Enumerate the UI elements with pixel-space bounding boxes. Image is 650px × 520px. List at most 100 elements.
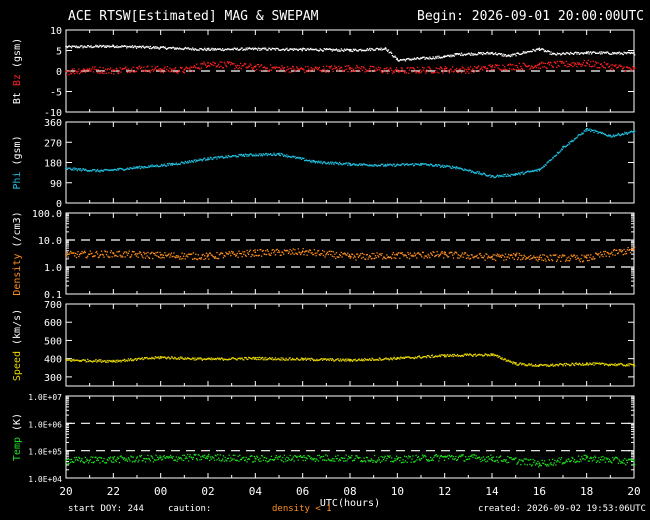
data-point	[434, 355, 437, 357]
data-point	[148, 69, 150, 72]
data-point	[296, 156, 299, 159]
data-point	[577, 135, 579, 137]
data-point	[341, 69, 343, 71]
series-value-point	[491, 255, 493, 258]
data-point	[411, 163, 413, 165]
data-point	[337, 454, 339, 457]
data-point	[334, 65, 336, 67]
data-point	[339, 50, 342, 52]
data-point	[376, 460, 378, 462]
data-point	[191, 253, 193, 255]
data-point	[483, 172, 485, 175]
data-point	[257, 49, 259, 51]
data-point	[364, 258, 366, 260]
data-point	[92, 255, 95, 257]
data-point	[333, 256, 335, 258]
data-point	[537, 460, 539, 463]
data-point	[342, 163, 344, 165]
data-point	[229, 460, 231, 462]
data-point	[293, 68, 295, 70]
data-point	[72, 167, 74, 169]
data-point	[372, 358, 374, 360]
data-point	[551, 363, 554, 365]
data-point	[168, 356, 170, 359]
series-value-point	[538, 47, 541, 50]
series-value-point	[254, 66, 257, 68]
data-point	[351, 67, 353, 69]
data-point	[252, 461, 254, 463]
data-point	[594, 51, 596, 53]
data-point	[383, 68, 385, 70]
data-point	[335, 455, 337, 457]
data-point	[279, 68, 281, 70]
data-point	[263, 253, 265, 255]
data-point	[227, 154, 229, 157]
data-point	[308, 160, 310, 162]
data-point	[409, 67, 411, 69]
series-temp	[65, 453, 636, 468]
data-point	[534, 50, 537, 52]
data-point	[186, 162, 188, 164]
data-point	[348, 162, 350, 164]
data-point	[493, 355, 495, 357]
data-point	[465, 169, 468, 171]
data-point	[196, 49, 199, 51]
data-point	[214, 48, 216, 50]
data-point	[614, 457, 616, 459]
data-point	[317, 50, 320, 52]
data-point	[312, 161, 314, 163]
data-point	[616, 53, 618, 55]
data-point	[170, 163, 173, 165]
data-point	[608, 135, 611, 137]
data-point	[486, 69, 488, 71]
data-point	[300, 357, 303, 359]
data-point	[624, 70, 626, 73]
data-point	[362, 460, 364, 462]
data-point	[400, 67, 403, 69]
data-point	[161, 69, 164, 71]
data-point	[181, 252, 183, 254]
data-point	[512, 68, 515, 70]
data-point	[356, 164, 359, 167]
data-point	[604, 461, 606, 463]
data-point	[100, 359, 102, 361]
data-point	[582, 458, 584, 460]
data-point	[214, 62, 216, 65]
data-point	[208, 258, 210, 260]
data-point	[623, 66, 625, 68]
data-point	[602, 255, 604, 258]
data-point	[134, 358, 136, 360]
data-point	[241, 47, 243, 49]
data-point	[594, 129, 596, 131]
data-point	[244, 357, 246, 359]
data-point	[283, 154, 286, 156]
data-point	[308, 68, 310, 70]
data-point	[144, 70, 146, 72]
data-point	[343, 457, 346, 459]
data-point	[582, 260, 585, 262]
data-point	[277, 48, 279, 50]
data-point	[452, 55, 454, 57]
data-point	[100, 72, 102, 74]
data-point	[182, 257, 184, 260]
data-point	[218, 63, 220, 65]
data-point	[175, 48, 177, 50]
data-point	[223, 61, 225, 63]
data-point	[345, 254, 347, 256]
data-point	[135, 47, 138, 49]
data-point	[534, 257, 537, 259]
data-point	[391, 69, 393, 71]
data-point	[88, 46, 91, 48]
data-point	[408, 164, 410, 166]
data-point	[514, 363, 516, 365]
data-point	[147, 166, 149, 169]
data-point	[238, 250, 240, 252]
data-point	[510, 254, 512, 256]
data-point	[551, 260, 554, 262]
data-point	[209, 252, 212, 254]
data-point	[239, 153, 241, 156]
data-point	[520, 53, 522, 55]
data-point	[67, 462, 69, 464]
data-point	[417, 455, 420, 458]
data-point	[450, 455, 452, 458]
